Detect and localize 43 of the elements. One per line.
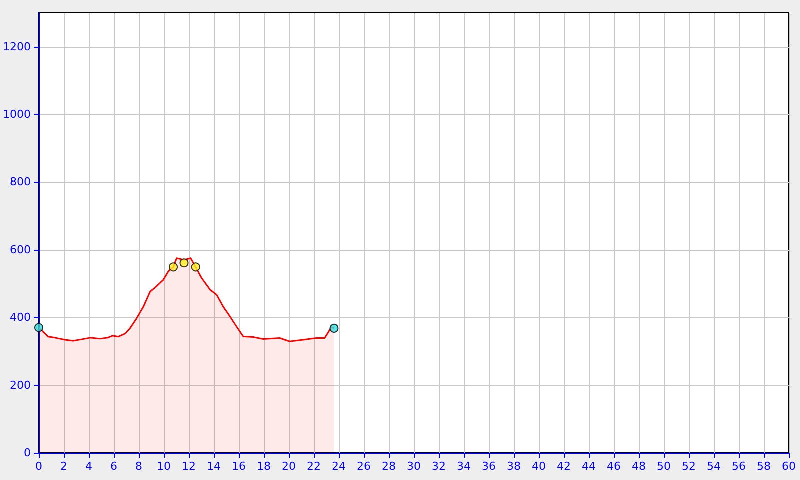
x-tick-label: 8: [135, 460, 142, 473]
y-tick-label: 400: [10, 311, 31, 324]
x-tick-label: 36: [482, 460, 496, 473]
x-tick-label: 20: [282, 460, 296, 473]
point: [191, 262, 200, 272]
x-tick-label: 44: [582, 460, 596, 473]
x-tick-label: 40: [532, 460, 546, 473]
point: [330, 324, 339, 333]
x-tick-label: 50: [657, 460, 671, 473]
y-tick-label: 1200: [2, 40, 31, 54]
point: [169, 262, 178, 272]
x-tick-label: 48: [632, 460, 646, 473]
x-tick-label: 14: [206, 460, 221, 473]
x-tick-label: 16: [232, 460, 246, 473]
point: [34, 323, 44, 332]
y-tick-label: 800: [10, 176, 31, 189]
x-tick-label: 42: [557, 460, 571, 473]
x-tick-label: 22: [306, 460, 321, 473]
x-tick-label: 6: [110, 460, 118, 473]
x-tick-label: 18: [256, 460, 271, 473]
x-tick-label: 46: [607, 460, 621, 473]
x-tick-label: 52: [682, 460, 696, 473]
y-tick-label: 200: [10, 378, 31, 392]
x-tick-label: 2: [60, 460, 68, 473]
x-tick-label: 60: [782, 460, 796, 473]
x-tick-label: 32: [432, 460, 446, 473]
x-tick-label: 34: [456, 460, 471, 473]
x-tick-label: 54: [707, 460, 721, 473]
y-tick-label: 0: [24, 446, 31, 460]
x-tick-label: 10: [156, 460, 171, 473]
y-tick-label: 1000: [2, 108, 31, 122]
x-tick-label: 38: [507, 460, 521, 473]
x-tick-label: 12: [182, 460, 196, 473]
x-tick-label: 0: [35, 460, 42, 473]
x-tick-label: 30: [406, 460, 421, 473]
point: [180, 258, 189, 268]
x-tick-label: 24: [332, 460, 346, 473]
x-tick-label: 28: [382, 460, 396, 473]
x-tick-label: 58: [757, 460, 771, 473]
y-tick-label: 600: [10, 243, 31, 256]
x-tick-label: 4: [85, 460, 92, 473]
x-tick-label: 56: [732, 460, 746, 473]
x-tick-label: 26: [356, 460, 371, 473]
